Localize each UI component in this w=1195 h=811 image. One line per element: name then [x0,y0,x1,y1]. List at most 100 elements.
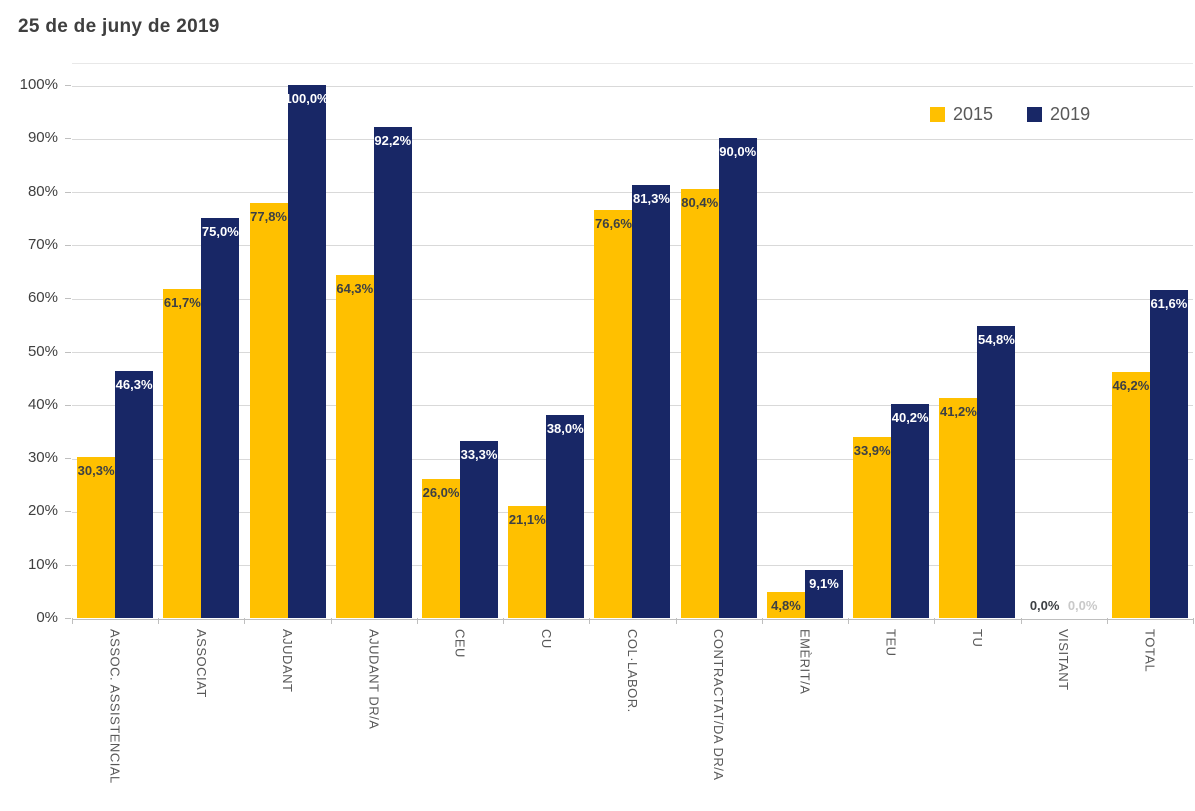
x-axis-tick-mark [1020,618,1022,624]
x-axis-tick-mark [934,618,936,624]
x-axis-label: AJUDANT DR/A [331,629,417,729]
bar-value-label: 0,0% [1067,598,1098,613]
x-axis-tick-mark [72,618,73,624]
x-axis-tick-mark [503,618,505,624]
y-axis-tick-label: 20% [27,502,58,520]
x-axis-label-text: COL·LABOR. [624,629,640,713]
y-axis-tick-label: 80% [27,182,58,200]
bar-group: 21,1% 38,0% [503,63,589,618]
bar-2015: 64,3% [335,275,374,618]
bar-value-label: 77,8% [250,209,287,225]
bar-2015: 33,9% [853,437,892,618]
legend-item-2015: 2015 [930,104,993,125]
bar-group: 61,7% 75,0% [158,63,244,618]
bar-group: 26,0% 33,3% [417,63,503,618]
bar-value-label: 9,1% [809,575,839,591]
bar-2019: 100,0% [284,85,329,618]
bar-group: 76,6% 81,3% [589,63,675,618]
y-axis-tick-label: 70% [27,235,58,253]
bar-group: 46,2% 61,6% [1107,63,1193,618]
bar-value-label: 90,0% [719,144,757,160]
y-axis-tick-label: 10% [27,555,58,573]
bar-2019: 33,3% [460,440,499,618]
y-axis-tick-mark [65,511,71,513]
x-axis-tick-mark [416,618,418,624]
x-axis-label: VISITANT [1021,629,1107,691]
y-axis-tick-label: 0% [36,609,58,626]
x-axis-tick-mark [848,618,850,624]
x-axis-tick-mark [330,618,332,624]
bar-2019: 46,3% [115,371,154,618]
x-axis-tick-mark [1106,618,1108,624]
y-axis-tick-label: 60% [27,289,58,307]
bar-2019: 75,0% [201,218,240,618]
legend-label-2015: 2015 [953,104,994,124]
x-axis-label-text: AJUDANT DR/A [366,629,382,730]
bar-value-label: 61,7% [163,295,201,311]
y-axis-tick-mark [65,458,71,460]
bar-value-label: 80,4% [681,195,719,211]
x-axis-label: TEU [848,629,934,657]
bar-2015: 61,7% [163,289,202,618]
x-axis-label-text: TU [969,629,985,648]
gridline [72,618,1193,620]
y-axis-tick-label: 30% [27,449,58,467]
chart-title: 25 de de juny de 2019 [18,16,220,37]
x-axis-label: ASSOC. ASSISTENCIAL [72,629,158,784]
bar-group: 64,3% 92,2% [331,63,417,618]
bar-value-label: 61,6% [1150,295,1188,311]
bar-value-label: 4,8% [771,598,801,614]
bar-value-label: 46,3% [115,377,153,393]
bar-2019: 61,6% [1149,289,1188,618]
bar-value-label: 81,3% [633,190,670,206]
x-axis-label: CEU [417,629,503,658]
bar-value-label: 46,2% [1112,377,1150,393]
x-axis-tick-mark [1193,618,1194,624]
bar-2015: 76,6% [594,209,633,618]
bar-2015: 26,0% [422,479,461,618]
x-axis-tick-mark [244,618,246,624]
x-axis-label-text: ASSOC. ASSISTENCIAL [107,629,123,784]
y-axis-tick-mark [65,85,71,86]
bar-2015: 4,8% [766,592,805,618]
bar-group: 77,8% 100,0% [244,63,330,618]
bar-2019: 90,0% [718,138,757,618]
bar-value-label: 100,0% [284,91,329,106]
bar-2015: 41,2% [939,398,978,618]
gridline [72,85,1193,87]
x-axis-label: TU [934,629,1020,647]
x-axis-label-text: CEU [452,629,468,658]
bar-2019: 92,2% [373,126,412,618]
bar-2015: 77,8% [249,203,288,618]
bar-value-label: 41,2% [939,404,977,420]
bar-value-label: 40,2% [891,409,929,425]
bar-value-label: 33,9% [853,443,891,459]
x-axis-label-text: EMÈRIT/A [797,629,813,695]
y-axis-tick-label: 40% [27,395,58,413]
x-axis-label: COL·LABOR. [589,629,675,713]
legend-item-2019: 2019 [1027,104,1090,125]
bar-value-label: 75,0% [201,224,239,240]
legend: 2015 2019 [930,104,1090,125]
legend-label-2019: 2019 [1050,104,1091,124]
x-axis-tick-mark [761,618,763,624]
y-axis-tick-mark [65,138,71,140]
x-axis-label-text: VISITANT [1056,629,1072,691]
gridline [72,138,1193,140]
y-axis-tick-mark [65,618,71,619]
x-axis-label-text: TOTAL [1142,629,1158,673]
x-axis-label: EMÈRIT/A [762,629,848,694]
bar-value-label: 38,0% [546,421,584,437]
bar-value-label: 33,3% [460,446,498,462]
y-axis-tick-label: 50% [27,342,58,360]
bar-value-label: 30,3% [77,462,115,478]
bar-value-label: 0,0% [1029,598,1060,613]
bar-group: 80,4% 90,0% [676,63,762,618]
y-axis-tick-mark [65,564,71,566]
legend-swatch-2015 [930,107,945,122]
y-axis-tick-mark [65,244,71,246]
x-axis-tick-mark [158,618,160,624]
bar-2015: 30,3% [77,456,116,618]
y-axis-tick-label: 90% [27,129,58,147]
